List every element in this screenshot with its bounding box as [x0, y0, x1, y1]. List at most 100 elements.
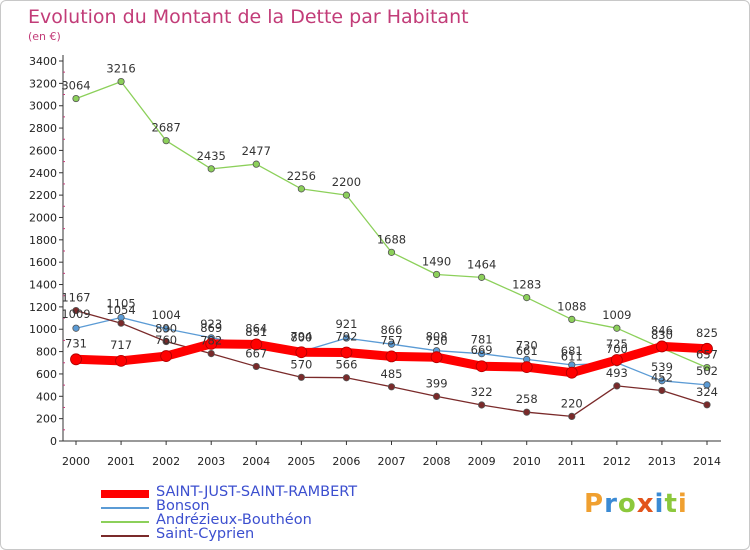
data-label: 3064 [61, 79, 90, 93]
x-tick-label: 2012 [603, 455, 631, 468]
data-point [565, 366, 578, 379]
x-tick-label: 2009 [468, 455, 496, 468]
y-tick-label: 2800 [29, 122, 57, 135]
data-point [385, 350, 398, 363]
data-label: 869 [200, 321, 222, 335]
y-tick-label: 2200 [29, 189, 57, 202]
data-point [295, 346, 308, 359]
legend-label: Andrézieux-Bouthéon [156, 512, 312, 528]
y-tick-label: 1800 [29, 234, 57, 247]
data-label: 1009 [602, 308, 631, 322]
logo-letter: o [617, 489, 637, 519]
legend-label: SAINT-JUST-SAINT-RAMBERT [156, 484, 358, 500]
data-label: 1004 [152, 308, 181, 322]
legend-label: Bonson [156, 498, 210, 514]
y-tick-label: 3400 [29, 55, 57, 68]
data-point [387, 340, 396, 348]
data-label: 923 [200, 317, 222, 331]
data-point [387, 248, 396, 256]
data-label: 750 [426, 334, 448, 348]
data-label: 725 [606, 337, 628, 351]
data-label: 452 [651, 370, 673, 384]
data-point [658, 377, 666, 385]
data-point [205, 337, 218, 350]
data-label: 851 [245, 325, 267, 339]
data-label: 399 [426, 376, 448, 390]
data-point [430, 351, 443, 364]
data-label: 681 [561, 344, 583, 358]
y-tick-label: 200 [36, 413, 57, 426]
data-point [520, 361, 533, 374]
data-label: 493 [606, 366, 628, 380]
data-point [117, 319, 125, 327]
data-label: 717 [110, 338, 132, 352]
y-tick-label: 1200 [29, 301, 57, 314]
legend-label: Saint-Cyprien [156, 526, 255, 542]
data-point [568, 315, 576, 323]
data-label: 1167 [61, 291, 90, 305]
data-point [701, 342, 713, 355]
x-tick-label: 2013 [648, 455, 676, 468]
data-point [72, 306, 80, 315]
data-point [252, 362, 260, 371]
data-label: 570 [290, 357, 312, 371]
x-tick-label: 2008 [423, 455, 451, 468]
data-point [613, 324, 621, 332]
data-label: 830 [651, 328, 673, 342]
data-label: 864 [245, 321, 267, 335]
data-point [703, 381, 711, 389]
data-point [523, 294, 531, 302]
x-tick-label: 2014 [693, 455, 721, 468]
data-label: 1054 [106, 303, 135, 317]
y-tick-label: 600 [36, 368, 57, 381]
legend-swatch [101, 535, 149, 537]
data-point [340, 346, 353, 359]
data-label: 661 [516, 344, 538, 358]
data-point [613, 382, 621, 390]
data-label: 757 [381, 333, 403, 347]
y-tick-label: 3000 [29, 100, 57, 113]
x-tick-label: 2004 [242, 455, 270, 468]
logo-letter: P [584, 489, 605, 519]
data-label: 611 [561, 350, 583, 364]
data-point [162, 325, 170, 333]
y-tick-label: 3200 [29, 77, 57, 90]
data-label: 657 [696, 348, 718, 362]
logo-letter: t [664, 489, 678, 519]
data-point [432, 392, 441, 401]
data-point [475, 360, 488, 373]
data-label: 539 [651, 360, 673, 374]
data-label: 2200 [332, 175, 361, 189]
data-label: 566 [335, 358, 357, 372]
data-point [250, 338, 263, 351]
data-point [568, 412, 576, 421]
y-tick-label: 400 [36, 390, 57, 403]
proxiti-logo: Proxiti [584, 489, 688, 519]
data-label: 322 [471, 385, 493, 399]
y-tick-label: 2600 [29, 144, 57, 157]
data-label: 1283 [512, 278, 541, 292]
data-label: 2256 [287, 169, 316, 183]
data-label: 825 [696, 326, 718, 340]
data-point [162, 137, 170, 145]
data-label: 485 [381, 367, 403, 381]
data-label: 502 [696, 364, 718, 378]
data-point [115, 354, 127, 367]
data-label: 800 [290, 331, 312, 345]
y-tick-label: 1400 [29, 279, 57, 292]
logo-letter: x [636, 489, 655, 519]
data-point [207, 165, 215, 173]
x-tick-label: 2000 [62, 455, 90, 468]
data-point [342, 191, 351, 199]
legend-swatch [101, 521, 149, 523]
data-point [160, 350, 173, 362]
data-point [387, 383, 396, 391]
data-label: 700 [606, 342, 628, 356]
data-label: 1464 [467, 257, 496, 271]
data-label: 921 [335, 317, 357, 331]
data-point [162, 337, 170, 346]
data-label: 324 [696, 385, 718, 399]
data-label: 731 [65, 336, 87, 350]
